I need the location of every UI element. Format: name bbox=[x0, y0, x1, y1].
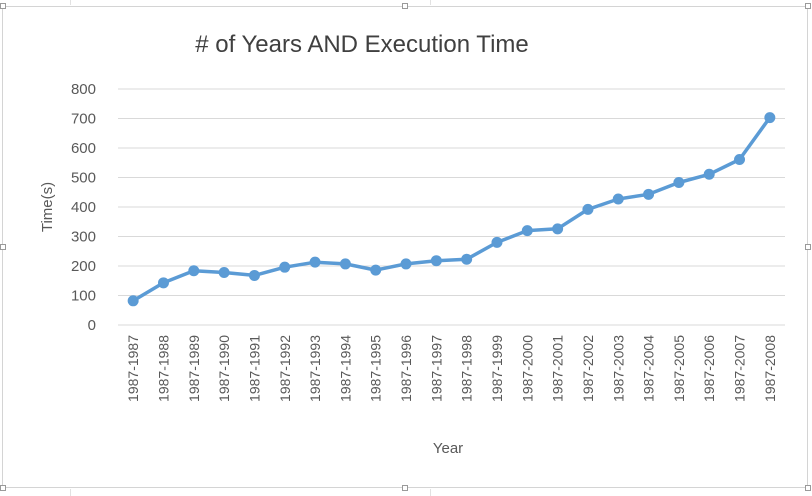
data-point bbox=[248, 269, 260, 281]
x-tick-label: 1987-1989 bbox=[186, 335, 202, 402]
y-tick-label: 400 bbox=[71, 199, 96, 216]
data-point bbox=[521, 225, 533, 237]
x-tick-label: 1987-2007 bbox=[732, 335, 748, 402]
x-tick-label: 1987-2003 bbox=[610, 335, 626, 402]
x-tick-label: 1987-1994 bbox=[337, 335, 353, 402]
x-tick-label: 1987-2000 bbox=[519, 335, 535, 402]
series-line bbox=[131, 115, 772, 303]
data-point bbox=[734, 154, 746, 166]
data-point bbox=[430, 255, 442, 267]
series-line-group bbox=[127, 112, 776, 307]
resize-handle-bottom-left[interactable] bbox=[0, 485, 6, 491]
y-tick-label: 800 bbox=[71, 81, 96, 98]
data-point bbox=[764, 112, 776, 124]
x-tick-label: 1987-1990 bbox=[216, 335, 232, 402]
x-tick-label: 1987-1998 bbox=[459, 335, 475, 402]
y-tick-label: 200 bbox=[71, 258, 96, 275]
data-point bbox=[127, 295, 139, 307]
chart-title: # of Years AND Execution Time bbox=[195, 31, 529, 58]
y-tick-label: 700 bbox=[71, 111, 96, 128]
y-tick-label: 500 bbox=[71, 170, 96, 187]
x-axis-ticks: 1987-1987 1987-1988 1987-1989 1987-1990 1987… bbox=[125, 335, 778, 402]
y-tick-label: 300 bbox=[71, 229, 96, 246]
x-tick-label: 1987-2002 bbox=[580, 335, 596, 402]
x-tick-label: 1987-1999 bbox=[489, 335, 505, 402]
data-point bbox=[188, 265, 200, 277]
y-tick-label: 0 bbox=[88, 317, 96, 334]
data-point bbox=[552, 223, 564, 235]
y-axis-ticks: 0 100 200 300 400 500 600 700 800 bbox=[71, 81, 96, 334]
x-tick-label: 1987-1991 bbox=[246, 335, 262, 402]
x-axis-title: Year bbox=[433, 440, 463, 457]
data-point bbox=[279, 261, 291, 273]
x-tick-label: 1987-2001 bbox=[550, 335, 566, 402]
data-point bbox=[703, 168, 715, 180]
resize-handle-bottom-right[interactable] bbox=[805, 485, 811, 491]
data-point bbox=[491, 236, 503, 248]
y-axis-title: Time(s) bbox=[39, 182, 56, 232]
data-point bbox=[339, 258, 351, 270]
x-tick-label: 1987-2008 bbox=[762, 335, 778, 402]
sheet-gridline bbox=[430, 489, 431, 496]
sheet-gridline bbox=[70, 489, 71, 496]
data-point bbox=[400, 258, 412, 270]
sheet-gridline bbox=[70, 0, 71, 5]
data-point bbox=[582, 203, 594, 215]
gridlines bbox=[118, 88, 785, 326]
chart-area[interactable] bbox=[2, 6, 808, 488]
x-tick-label: 1987-1995 bbox=[368, 335, 384, 402]
resize-handle-top[interactable] bbox=[402, 3, 408, 9]
resize-handle-right[interactable] bbox=[805, 244, 811, 250]
data-point bbox=[309, 256, 321, 268]
data-point bbox=[643, 188, 655, 200]
x-tick-label: 1987-2005 bbox=[671, 335, 687, 402]
data-point bbox=[461, 253, 473, 265]
x-tick-label: 1987-1993 bbox=[307, 335, 323, 402]
data-point bbox=[612, 193, 624, 205]
x-tick-label: 1987-1988 bbox=[155, 335, 171, 402]
x-tick-label: 1987-2006 bbox=[701, 335, 717, 402]
resize-handle-bottom[interactable] bbox=[402, 485, 408, 491]
x-tick-label: 1987-1996 bbox=[398, 335, 414, 402]
y-tick-label: 600 bbox=[71, 140, 96, 157]
data-point bbox=[218, 266, 230, 278]
x-tick-label: 1987-2004 bbox=[641, 335, 657, 402]
y-tick-label: 100 bbox=[71, 288, 96, 305]
x-tick-label: 1987-1997 bbox=[428, 335, 444, 402]
resize-handle-top-right[interactable] bbox=[805, 3, 811, 9]
data-point bbox=[673, 177, 685, 189]
resize-handle-top-left[interactable] bbox=[0, 3, 6, 9]
data-point bbox=[370, 264, 382, 276]
x-tick-label: 1987-1992 bbox=[277, 335, 293, 402]
data-point bbox=[157, 277, 169, 289]
sheet-gridline bbox=[430, 0, 431, 5]
x-tick-label: 1987-1987 bbox=[125, 335, 141, 402]
resize-handle-left[interactable] bbox=[0, 244, 6, 250]
